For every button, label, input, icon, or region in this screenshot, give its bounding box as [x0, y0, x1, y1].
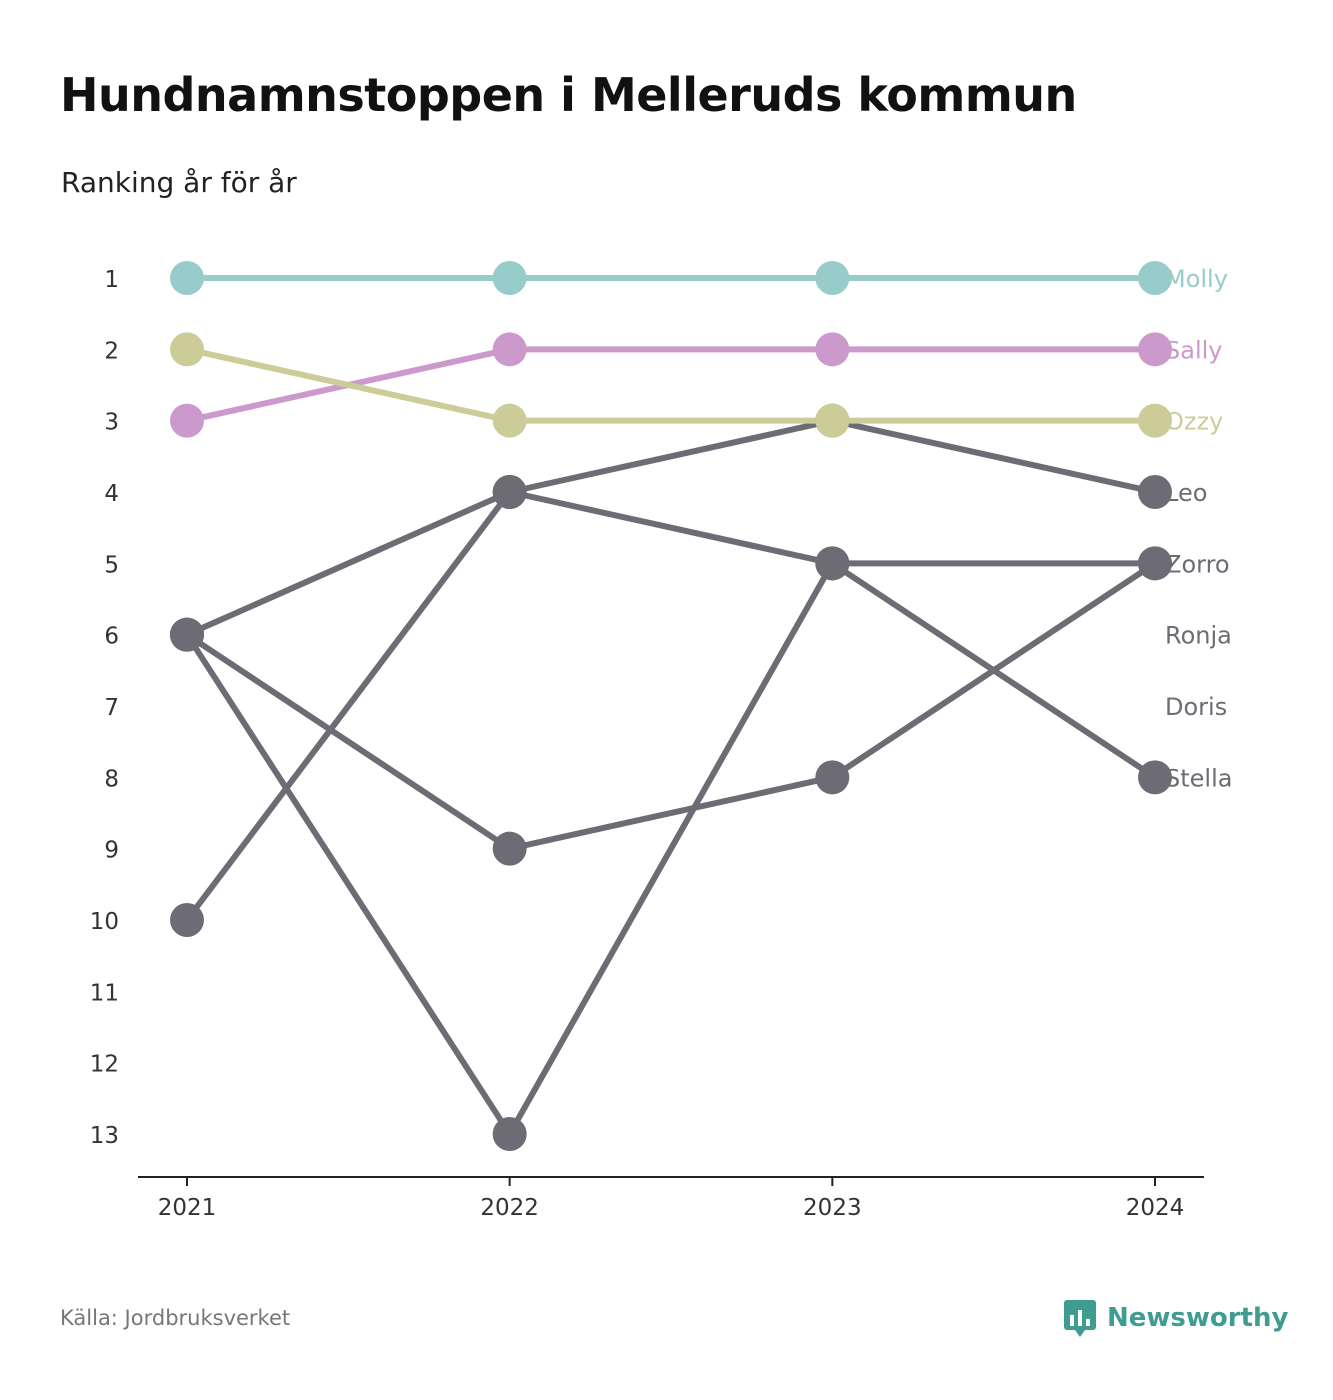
data-point-stella: [815, 546, 850, 581]
data-point-unnamed: [170, 617, 204, 652]
data-point-molly: [492, 261, 527, 295]
series-line-zorro: [184, 489, 1158, 923]
y-tick-label: 1: [104, 267, 119, 293]
data-point-sally: [170, 403, 204, 438]
data-point-sally: [1138, 332, 1172, 367]
x-tick-label: 2023: [803, 1195, 862, 1221]
data-point-sally: [815, 332, 850, 367]
y-tick-label: 11: [90, 980, 119, 1006]
data-point-unnamed: [1138, 546, 1172, 581]
x-tick-label: 2024: [1126, 1195, 1185, 1221]
series-points: [170, 261, 1172, 1151]
series-label-leo: Leo: [1165, 479, 1207, 507]
series-label-stella: Stella: [1165, 764, 1232, 792]
series-lines: [184, 275, 1158, 1137]
data-point-ozzy: [170, 332, 204, 367]
series-line-stella: [184, 560, 1158, 1137]
data-point-ozzy: [492, 403, 527, 438]
brand-name: Newsworthy: [1107, 1303, 1289, 1333]
data-point-ozzy: [1138, 403, 1172, 438]
data-point-ozzy: [815, 403, 850, 438]
y-tick-label: 7: [104, 695, 119, 721]
y-tick-label: 10: [90, 909, 119, 935]
y-tick-label: 5: [104, 552, 119, 578]
y-tick-label: 8: [104, 766, 119, 792]
series-label-sally: Sally: [1165, 336, 1222, 364]
data-point-sally: [492, 332, 527, 367]
data-point-leo: [1138, 475, 1172, 509]
data-point-molly: [170, 261, 204, 295]
chart-subtitle: Ranking år för år: [61, 166, 297, 199]
source-note: Källa: Jordbruksverket: [60, 1306, 291, 1330]
data-point-molly: [815, 261, 850, 295]
series-label-ozzy: Ozzy: [1165, 408, 1223, 436]
series-line-leo: [184, 417, 1158, 638]
y-tick-label: 6: [104, 624, 119, 650]
y-tick-label: 12: [90, 1052, 119, 1078]
series-labels: Molly Sally Ozzy Leo Zorro Ronja Doris Stella: [1165, 265, 1232, 792]
y-tick-label: 4: [104, 481, 119, 507]
x-tick-label: 2022: [480, 1195, 539, 1221]
chart-title: Hundnamnstoppen i Melleruds kommun: [60, 68, 1077, 122]
y-tick-label: 3: [104, 410, 119, 436]
y-tick-label: 9: [104, 838, 119, 864]
x-tick-label: 2021: [158, 1195, 217, 1221]
x-axis-ticks: 2021 2022 2023 2024: [158, 1177, 1185, 1221]
series-label-ronja: Ronja: [1165, 622, 1232, 650]
data-point-molly: [1138, 261, 1172, 295]
data-point-unnamed: [815, 760, 850, 795]
newsworthy-logo-icon: [1064, 1300, 1096, 1337]
data-point-zorro: [492, 475, 527, 509]
data-point-unnamed: [492, 831, 527, 866]
series-line-unnamed: [184, 560, 1158, 852]
series-label-molly: Molly: [1165, 265, 1228, 293]
data-point-zorro: [170, 903, 204, 937]
series-label-zorro: Zorro: [1165, 550, 1230, 578]
series-label-doris: Doris: [1165, 693, 1227, 721]
brand-logo: Newsworthy: [1063, 1298, 1288, 1338]
y-tick-label: 2: [104, 338, 119, 364]
data-point-stella: [492, 1117, 527, 1151]
data-point-stella: [1138, 760, 1172, 795]
series-line-sally: [184, 346, 1158, 424]
series-line-ozzy: [184, 346, 1158, 424]
y-tick-label: 13: [90, 1123, 119, 1149]
